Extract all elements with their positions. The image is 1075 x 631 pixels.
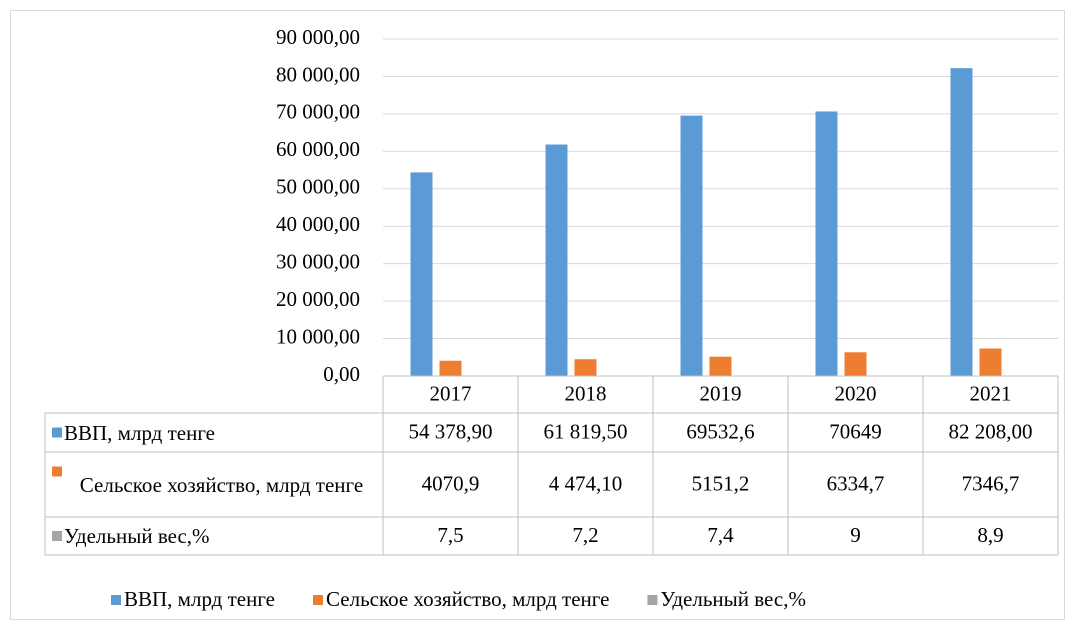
table-cell: 61 819,50 bbox=[544, 419, 628, 443]
x-tick-label: 2018 bbox=[565, 381, 607, 405]
row-header: ВВП, млрд тенге bbox=[64, 420, 215, 445]
bar bbox=[545, 144, 568, 376]
y-tick-label: 20 000,00 bbox=[276, 287, 360, 311]
bar bbox=[709, 356, 732, 376]
table-cell: 69532,6 bbox=[686, 419, 754, 443]
y-tick-label: 90 000,00 bbox=[276, 25, 360, 49]
legend-key bbox=[52, 531, 62, 541]
table-cell: 5151,2 bbox=[692, 471, 750, 495]
row-header: Удельный вес,% bbox=[64, 524, 210, 548]
table-cell: 70649 bbox=[829, 419, 882, 443]
y-tick-label: 70 000,00 bbox=[276, 100, 360, 124]
y-tick-label: 10 000,00 bbox=[276, 324, 360, 348]
bar bbox=[979, 348, 1002, 376]
x-tick-label: 2021 bbox=[970, 381, 1012, 405]
table-cell: 8,9 bbox=[977, 523, 1003, 547]
legend-key bbox=[52, 427, 62, 438]
table-cell: 4070,9 bbox=[422, 471, 480, 495]
bar bbox=[950, 68, 973, 377]
table-cell: 7,5 bbox=[437, 523, 463, 547]
table-cell: 7346,7 bbox=[962, 471, 1020, 495]
bar bbox=[680, 115, 703, 377]
y-tick-label: 50 000,00 bbox=[276, 175, 360, 199]
x-tick-label: 2020 bbox=[835, 381, 877, 405]
row-header-text: ВВП, млрд тенге bbox=[64, 420, 215, 445]
row-header-text: Сельское хозяйство, млрд тенге bbox=[79, 472, 364, 497]
bar bbox=[844, 352, 867, 376]
legend-label: Сельское хозяйство, млрд тенге bbox=[326, 587, 609, 611]
y-tick-label: 30 000,00 bbox=[276, 249, 360, 273]
x-tick-label: 2017 bbox=[430, 381, 472, 405]
table-cell: 82 208,00 bbox=[949, 419, 1033, 443]
x-tick-label: 2019 bbox=[700, 381, 742, 405]
bar bbox=[410, 172, 433, 376]
legend-key bbox=[52, 466, 62, 477]
y-tick-label: 80 000,00 bbox=[276, 62, 360, 86]
table-cell: 7,2 bbox=[572, 523, 598, 547]
legend-label: ВВП, млрд тенге bbox=[124, 587, 275, 611]
legend-key bbox=[111, 595, 121, 605]
table-cell: 6334,7 bbox=[827, 471, 885, 495]
row-header-text: Удельный вес,% bbox=[64, 524, 210, 548]
legend-label: Удельный вес,% bbox=[660, 587, 806, 611]
table-cell: 4 474,10 bbox=[549, 471, 623, 495]
legend-key bbox=[647, 595, 658, 605]
y-tick-label: 40 000,00 bbox=[276, 212, 360, 236]
table-cell: 7,4 bbox=[707, 523, 734, 547]
table-cell: 54 378,90 bbox=[409, 419, 493, 443]
table-cell: 9 bbox=[850, 523, 861, 547]
chart-frame bbox=[10, 10, 1065, 620]
y-tick-label: 0,00 bbox=[323, 362, 360, 386]
bar bbox=[439, 360, 462, 376]
legend-key bbox=[313, 595, 323, 605]
y-tick-label: 60 000,00 bbox=[276, 137, 360, 161]
bar bbox=[815, 111, 838, 377]
bar bbox=[574, 359, 597, 376]
row-header: Сельское хозяйство, млрд тенге bbox=[79, 472, 364, 497]
